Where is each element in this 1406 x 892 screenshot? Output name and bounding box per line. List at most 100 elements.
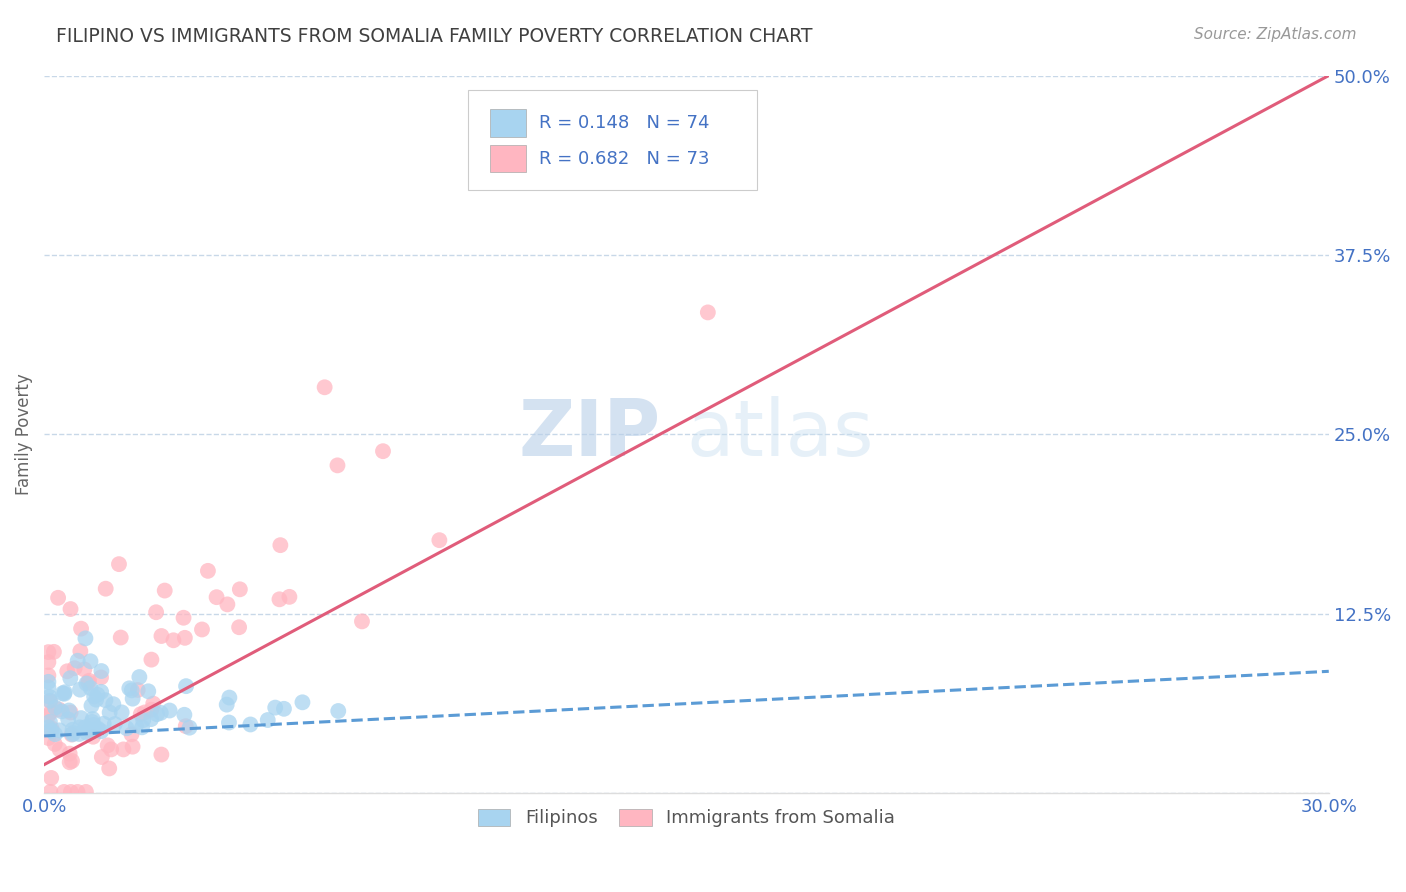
Point — [39, 693, 62, 707]
Point — [278, 590, 301, 604]
Point — [97, 739, 120, 753]
Point — [37, 681, 59, 695]
Point — [197, 564, 219, 578]
Point — [134, 706, 156, 720]
Point — [159, 704, 181, 718]
Point — [69, 682, 91, 697]
Point — [62, 723, 84, 737]
Point — [129, 707, 152, 722]
Point — [66, 785, 89, 799]
Point — [218, 715, 240, 730]
Point — [48, 702, 70, 716]
Point — [53, 685, 76, 699]
Point — [264, 700, 287, 714]
Point — [52, 686, 75, 700]
Point — [326, 458, 349, 473]
Point — [121, 739, 143, 754]
Point — [79, 654, 101, 668]
Point — [51, 704, 73, 718]
Point — [69, 644, 91, 658]
Point — [149, 706, 172, 720]
Point — [83, 690, 105, 704]
Point — [94, 693, 117, 707]
Point — [53, 785, 76, 799]
Point — [371, 444, 394, 458]
Text: ZIP: ZIP — [519, 396, 661, 473]
Point — [38, 714, 60, 729]
Point — [75, 720, 97, 734]
Point — [173, 611, 195, 625]
Point — [44, 737, 66, 751]
Point — [62, 726, 84, 740]
Point — [128, 670, 150, 684]
Point — [100, 742, 122, 756]
Point — [110, 631, 132, 645]
Point — [174, 679, 197, 693]
Point — [80, 698, 103, 713]
Point — [179, 721, 201, 735]
Point — [67, 727, 90, 741]
Point — [229, 582, 252, 597]
Point — [696, 305, 718, 319]
Point — [48, 723, 70, 738]
Point — [53, 687, 76, 701]
Point — [82, 730, 104, 744]
Point — [69, 720, 91, 734]
Point — [37, 645, 59, 659]
Bar — [489, 145, 526, 172]
Point — [77, 723, 100, 737]
Point — [75, 632, 97, 646]
Point — [59, 747, 82, 761]
Point — [291, 695, 314, 709]
Point — [77, 675, 100, 690]
Point — [131, 720, 153, 734]
Point — [56, 665, 79, 679]
Point — [125, 718, 148, 732]
Point — [70, 622, 93, 636]
Y-axis label: Family Poverty: Family Poverty — [15, 374, 32, 495]
Point — [58, 712, 80, 726]
Point — [77, 673, 100, 688]
Point — [427, 533, 450, 548]
Point — [37, 708, 59, 723]
Point — [273, 702, 295, 716]
Point — [98, 761, 121, 775]
Point — [118, 681, 141, 696]
Point — [93, 716, 115, 731]
Point — [60, 727, 83, 741]
Point — [41, 723, 63, 738]
Bar — [489, 109, 526, 136]
Point — [38, 690, 60, 704]
Point — [63, 661, 86, 675]
Point — [239, 717, 262, 731]
Point — [217, 598, 239, 612]
Point — [153, 583, 176, 598]
Point — [70, 711, 93, 725]
Point — [173, 631, 195, 645]
Point — [103, 697, 125, 711]
Point — [38, 694, 60, 708]
Point — [314, 380, 336, 394]
Legend: Filipinos, Immigrants from Somalia: Filipinos, Immigrants from Somalia — [471, 801, 903, 835]
Point — [141, 652, 163, 666]
Point — [59, 671, 82, 685]
Point — [37, 731, 59, 745]
Point — [41, 721, 63, 735]
Point — [82, 718, 104, 732]
Point — [142, 697, 165, 711]
Point — [48, 742, 70, 756]
Point — [215, 698, 238, 712]
Point — [141, 703, 163, 717]
Text: atlas: atlas — [686, 396, 875, 473]
Point — [108, 557, 131, 571]
Point — [90, 670, 112, 684]
Point — [139, 712, 162, 726]
Point — [39, 706, 62, 720]
Point — [90, 724, 112, 739]
Point — [75, 676, 97, 690]
Point — [269, 538, 291, 552]
Point — [191, 623, 214, 637]
Point — [90, 664, 112, 678]
Point — [75, 785, 97, 799]
Point — [90, 685, 112, 699]
